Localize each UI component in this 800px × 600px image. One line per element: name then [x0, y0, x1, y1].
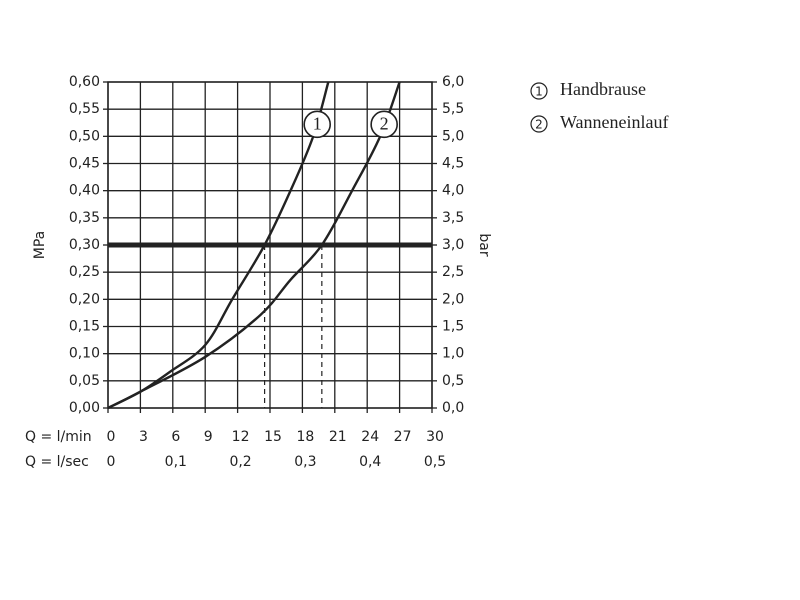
legend-text: Wanneneinlauf	[560, 112, 669, 132]
y-tick-label: 0,55	[69, 101, 100, 117]
y-tick-label: 0,10	[69, 346, 100, 362]
y-tick-label: 0,40	[69, 183, 100, 199]
x-axis-label: Q = l/min	[25, 429, 92, 445]
y2-tick-label: 2,5	[442, 264, 464, 280]
x-tick-label: 21	[329, 429, 347, 445]
curve-label: 2	[380, 113, 389, 133]
y-axis-label: MPa	[32, 231, 48, 259]
legend-circle	[530, 115, 548, 133]
y-tick-label: 0,25	[69, 264, 100, 280]
y-tick-label: 0,45	[69, 156, 100, 172]
x2-tick-label: 0,3	[294, 454, 316, 470]
legend-number: 1	[535, 85, 543, 99]
y2-tick-label: 2,0	[442, 291, 464, 307]
x-tick-label: 3	[139, 429, 148, 445]
y-tick-label: 0,30	[69, 237, 100, 253]
y2-tick-label: 3,0	[442, 237, 464, 253]
y2-tick-label: 1,0	[442, 346, 464, 362]
legend-circle	[530, 82, 548, 100]
curve-label-circle	[303, 110, 332, 139]
y2-tick-label: 0,0	[442, 400, 464, 416]
x-tick-label: 6	[171, 429, 180, 445]
y-tick-label: 0,15	[69, 319, 100, 335]
curve-label-circle	[370, 110, 398, 139]
y2-tick-label: 3,5	[442, 210, 464, 226]
y-tick-label: 0,05	[69, 373, 100, 389]
x-tick-label: 12	[232, 429, 250, 445]
y2-tick-label: 6,0	[442, 74, 464, 90]
y2-tick-label: 5,5	[442, 101, 464, 117]
y-tick-label: 0,60	[69, 74, 100, 90]
x-tick-label: 0	[107, 429, 116, 445]
y2-tick-label: 1,5	[442, 319, 464, 335]
x-tick-label: 18	[296, 429, 314, 445]
y2-tick-label: 4,0	[442, 183, 464, 199]
legend-text: Handbrause	[560, 79, 646, 99]
x-tick-label: 30	[426, 429, 444, 445]
y-tick-label: 0,20	[69, 291, 100, 307]
legend-number: 2	[535, 118, 543, 132]
x2-tick-label: 0,4	[359, 454, 381, 470]
x-tick-label: 24	[361, 429, 379, 445]
curve	[107, 81, 401, 410]
y2-tick-label: 0,5	[442, 373, 464, 389]
x2-tick-label: 0	[107, 454, 116, 470]
x2-tick-label: 0,1	[165, 454, 187, 470]
y2-tick-label: 4,5	[442, 156, 464, 172]
y-tick-label: 0,50	[69, 128, 100, 144]
x2-axis-label: Q = l/sec	[25, 454, 89, 470]
y2-tick-label: 5,0	[442, 128, 464, 144]
y-tick-label: 0,00	[69, 400, 100, 416]
x2-tick-label: 0,2	[229, 454, 251, 470]
y2-axis-label: bar	[476, 233, 492, 256]
y-tick-label: 0,35	[69, 210, 100, 226]
x2-tick-label: 0,5	[424, 454, 446, 470]
x-tick-label: 15	[264, 429, 282, 445]
curve-label: 1	[313, 113, 322, 133]
x-tick-label: 27	[394, 429, 412, 445]
x-tick-label: 9	[204, 429, 213, 445]
